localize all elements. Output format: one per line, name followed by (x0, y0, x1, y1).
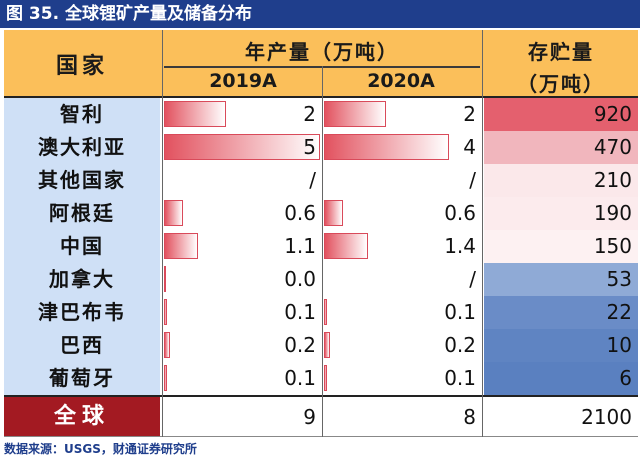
reserve-heat-cell (484, 296, 638, 329)
row-country-name: 加拿大 (49, 267, 115, 291)
bar-2019 (164, 332, 170, 358)
value-2019: 0.1 (284, 366, 316, 390)
header-reserve-line1: 存贮量 (528, 40, 594, 64)
value-2020: 0.1 (444, 366, 476, 390)
bar-2019 (164, 200, 183, 226)
row-country-name: 澳大利亚 (38, 135, 126, 159)
lithium-table: 国家 年产量（万吨） 2019A 2020A 存贮量 （万吨） 智利 2 2 920 澳… (4, 30, 638, 437)
value-2019: 0.1 (284, 300, 316, 324)
value-reserve: 10 (606, 333, 632, 357)
bar-2019 (164, 134, 320, 160)
reserve-heat-cell (484, 362, 638, 395)
value-reserve: 210 (593, 168, 632, 192)
column-divider (162, 30, 163, 437)
reserve-heat-cell (484, 164, 638, 197)
total-divider (4, 395, 638, 397)
value-2020: 4 (463, 135, 476, 159)
header-production: 年产量（万吨） (245, 40, 399, 64)
row-country-name: 智利 (60, 102, 104, 126)
bar-2019 (164, 233, 198, 259)
reserve-heat-cell (484, 230, 638, 263)
header-2019: 2019A (209, 70, 277, 92)
reserve-heat-cell (484, 197, 638, 230)
header-country: 国家 (55, 54, 108, 79)
bar-2020 (324, 134, 449, 160)
row-country-name: 中国 (60, 234, 104, 258)
row-country-name: 其他国家 (38, 168, 126, 192)
value-2020: 0.2 (444, 333, 476, 357)
bar-2019 (164, 299, 167, 325)
table-bottom-border (4, 436, 638, 437)
value-reserve: 190 (593, 201, 632, 225)
value-2019: 0.6 (284, 201, 316, 225)
row-country-name: 葡萄牙 (49, 366, 115, 390)
column-divider (322, 66, 323, 437)
column-divider (482, 30, 483, 437)
value-reserve: 150 (593, 234, 632, 258)
reserve-heat-cell (484, 329, 638, 362)
value-2020: 1.4 (444, 234, 476, 258)
total-2020: 8 (463, 405, 476, 429)
header-divider (4, 96, 638, 98)
bar-2019 (164, 365, 167, 391)
header-2020: 2020A (367, 70, 435, 92)
total-2019: 9 (303, 405, 316, 429)
bar-2020 (324, 233, 368, 259)
bar-2020 (324, 365, 327, 391)
figure-title: 图 35. 全球锂矿产量及储备分布 (0, 0, 640, 28)
value-2020: 2 (463, 102, 476, 126)
value-2019: 0.2 (284, 333, 316, 357)
value-2019: 5 (303, 135, 316, 159)
value-2020: 0.1 (444, 300, 476, 324)
total-label: 全球 (4, 397, 160, 437)
value-2020: 0.6 (444, 201, 476, 225)
row-country-name: 巴西 (60, 333, 104, 357)
value-reserve: 920 (593, 102, 632, 126)
source-note: 数据来源：USGS，财通证券研究所 (4, 442, 197, 456)
bar-2020 (324, 332, 330, 358)
reserve-heat-cell (484, 263, 638, 296)
value-2020: / (469, 168, 476, 192)
country-column (4, 98, 160, 396)
value-2019: / (309, 168, 316, 192)
value-reserve: 6 (619, 366, 632, 390)
value-reserve: 470 (593, 135, 632, 159)
value-reserve: 53 (606, 267, 632, 291)
bar-2020 (324, 200, 343, 226)
reserve-heat-cell (484, 131, 638, 164)
header-reserve-line2: （万吨） (517, 72, 605, 96)
bar-2019 (164, 266, 166, 292)
value-2019: 0.0 (284, 267, 316, 291)
row-country-name: 津巴布韦 (38, 300, 126, 324)
bar-2020 (324, 299, 327, 325)
value-2019: 2 (303, 102, 316, 126)
value-2020: / (469, 267, 476, 291)
bar-2019 (164, 101, 226, 127)
row-country-name: 阿根廷 (49, 201, 115, 225)
value-reserve: 22 (606, 300, 632, 324)
total-reserve: 2100 (581, 405, 632, 429)
value-2019: 1.1 (284, 234, 316, 258)
bar-2020 (324, 101, 386, 127)
reserve-heat-cell (484, 98, 638, 131)
table-header (4, 30, 638, 96)
